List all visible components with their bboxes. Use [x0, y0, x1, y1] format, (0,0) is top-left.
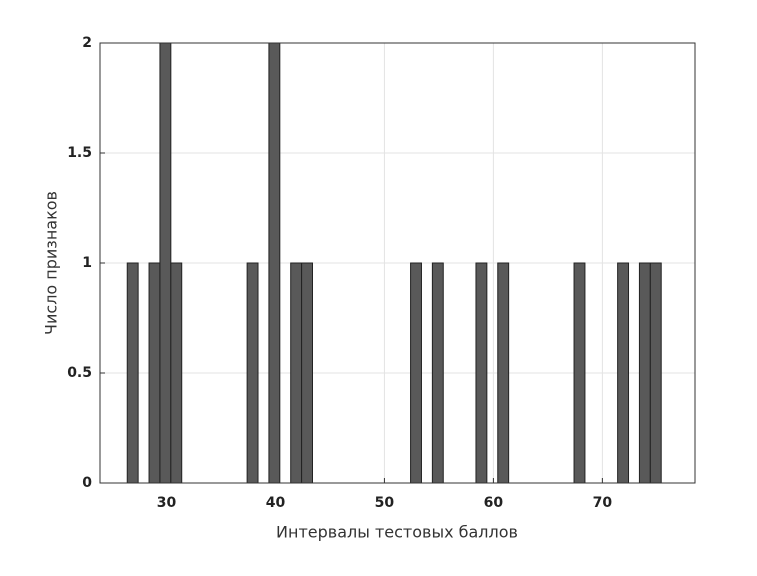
bar: [617, 262, 630, 484]
y-tick-label: 1: [82, 255, 92, 271]
bar: [301, 262, 314, 484]
bar: [410, 262, 422, 484]
bar: [246, 262, 259, 484]
x-tick-label: 30: [157, 495, 177, 511]
x-tick-label: 60: [484, 495, 504, 511]
bar: [268, 42, 281, 484]
bar: [573, 262, 586, 484]
x-tick-label: 40: [266, 495, 286, 511]
y-tick-label: 1.5: [67, 145, 92, 161]
bar: [431, 262, 444, 484]
bar: [170, 262, 183, 484]
x-tick-label: 50: [375, 495, 395, 511]
y-tick-label: 2: [82, 35, 92, 51]
bar: [290, 262, 303, 484]
bar: [126, 262, 139, 484]
bar: [159, 42, 172, 484]
x-tick-label: 70: [593, 495, 613, 511]
y-axis-label: Число признаков: [42, 191, 61, 335]
axes-box: [99, 42, 696, 484]
bar: [475, 262, 488, 484]
y-tick-label: 0: [82, 475, 92, 491]
bar: [148, 262, 161, 484]
y-tick-label: 0.5: [67, 365, 92, 381]
bar: [497, 262, 510, 484]
bar: [649, 262, 662, 484]
x-axis-label: Интервалы тестовых баллов: [276, 523, 518, 542]
bar: [638, 262, 651, 484]
